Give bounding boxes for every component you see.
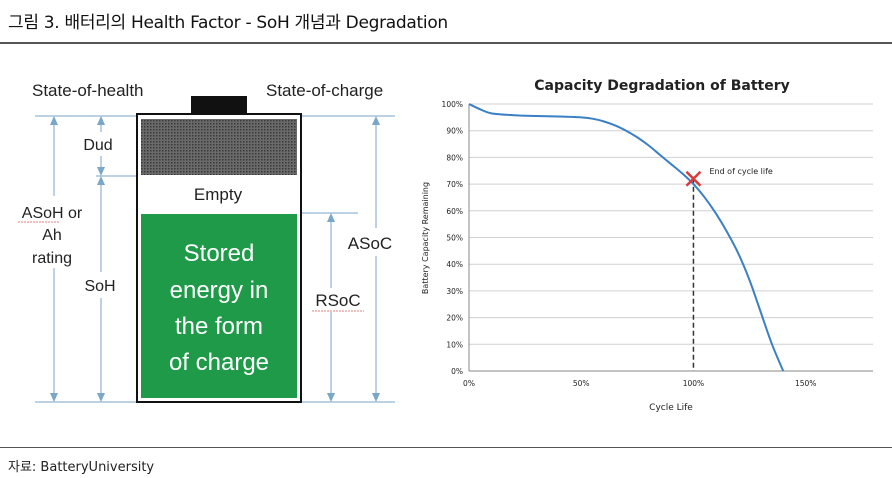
dud-label: Dud <box>83 137 112 154</box>
x-tick-label: 150% <box>795 379 816 388</box>
x-tick-label: 0% <box>463 379 475 388</box>
dud-region <box>141 119 297 175</box>
stored-energy-region <box>141 214 297 398</box>
stored-energy-text: Stored energy in the form of charge <box>169 240 269 376</box>
asoc-label: ASoC <box>348 234 392 253</box>
top-divider <box>0 42 892 44</box>
end-of-life-annotation: End of cycle life <box>709 167 772 176</box>
x-tick-label: 100% <box>683 379 704 388</box>
stored-line-4: of charge <box>169 349 269 376</box>
figure-title: 그림 3. 배터리의 Health Factor - SoH 개념과 Degra… <box>8 13 448 33</box>
y-axis-label: Battery Capacity Remaining <box>421 182 430 294</box>
stored-line-2: energy in <box>170 277 269 304</box>
y-tick-label: 90% <box>446 127 463 136</box>
rsoc-label: RSoC <box>315 291 360 310</box>
y-tick-label: 30% <box>446 287 463 296</box>
capacity-series-line <box>468 103 785 372</box>
end-of-life-x-marker <box>685 170 702 187</box>
battery-diagram: State-of-health State-of-charge Empty St… <box>18 81 395 403</box>
x-tick-label: 50% <box>573 379 590 388</box>
soh-label: SoH <box>84 278 115 295</box>
stored-line-1: Stored <box>184 240 255 267</box>
rsoc-arrow <box>327 213 335 402</box>
y-tick-label: 60% <box>446 207 463 216</box>
y-tick-labels: 0% 10% 20% 30% 40% 50% 60% 70% 80% 90% 100% <box>442 100 463 376</box>
bottom-divider <box>0 447 892 448</box>
y-tick-label: 10% <box>446 340 463 349</box>
asoc-arrow <box>372 116 380 402</box>
asoh-arrow <box>50 116 58 402</box>
soh-arrow <box>97 176 105 402</box>
asoh-label-line-2: Ah <box>42 227 62 244</box>
stored-line-3: the form <box>175 313 263 340</box>
x-tick-labels: 0% 50% 100% 150% <box>463 379 816 388</box>
y-tick-label: 50% <box>446 234 463 243</box>
source-note: 자료: BatteryUniversity <box>8 460 155 475</box>
y-tick-label: 0% <box>451 367 463 376</box>
battery-terminal <box>191 96 247 114</box>
capacity-degradation-chart: Capacity Degradation of Battery 0% 10% 20%… <box>421 78 873 413</box>
asoh-label-line-1: ASoH or <box>22 205 83 222</box>
asoh-label-line-3: rating <box>32 250 72 267</box>
y-tick-label: 80% <box>446 153 463 162</box>
y-tick-label: 100% <box>442 100 463 109</box>
empty-label: Empty <box>194 185 243 204</box>
state-of-health-label: State-of-health <box>32 81 144 100</box>
state-of-charge-label: State-of-charge <box>266 81 383 100</box>
x-axis-label: Cycle Life <box>649 403 693 413</box>
chart-title: Capacity Degradation of Battery <box>534 78 790 94</box>
chart-gridlines <box>469 103 873 345</box>
y-tick-label: 40% <box>446 260 463 269</box>
y-tick-label: 70% <box>446 180 463 189</box>
y-tick-label: 20% <box>446 314 463 323</box>
dud-arrow <box>97 116 105 176</box>
